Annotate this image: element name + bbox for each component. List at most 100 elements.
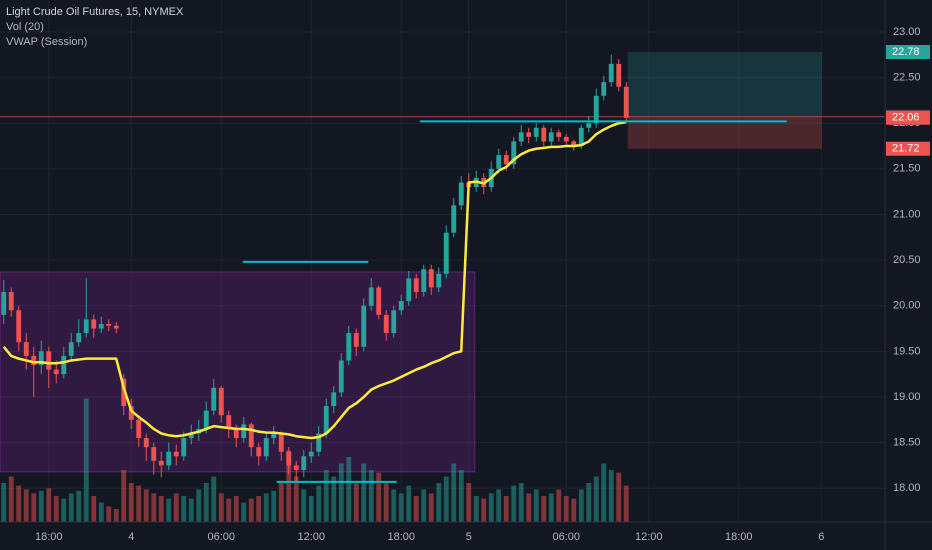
volume-bar [286, 450, 292, 522]
volume-bar [616, 472, 622, 522]
candle-body [353, 333, 359, 347]
candle-body [38, 351, 44, 366]
candle-body [263, 438, 269, 457]
candle-body [556, 132, 562, 137]
volume-bar [166, 498, 172, 522]
volume-bar [68, 493, 74, 522]
volume-bar [541, 496, 547, 522]
candle-body [601, 82, 607, 96]
volume-bar [443, 476, 449, 522]
volume-bar [406, 485, 412, 522]
volume-bar [586, 483, 592, 522]
indicator-label: VWAP (Session) [6, 36, 87, 48]
volume-bar [398, 493, 404, 522]
y-tick-label: 19.00 [893, 391, 921, 403]
price-label-bg [886, 141, 930, 156]
volume-bar [173, 493, 179, 522]
y-tick-label: 20.50 [893, 254, 921, 266]
candle-body [548, 132, 554, 142]
candle-body [503, 155, 509, 165]
candle-body [511, 141, 517, 165]
volume-bar [293, 476, 299, 522]
candle-body [91, 319, 97, 329]
y-tick-label: 22.50 [893, 71, 921, 83]
x-tick-label: 5 [466, 531, 472, 543]
volume-bar [76, 490, 82, 522]
candle-body [346, 333, 352, 361]
candle-body [293, 465, 299, 470]
candle-body [533, 127, 539, 137]
candle-body [203, 410, 209, 429]
candle-body [518, 132, 524, 142]
volume-bar [353, 483, 359, 522]
volume-bar [241, 502, 247, 522]
volume-bar [256, 496, 262, 522]
volume-bar [331, 476, 337, 522]
volume-bar [466, 483, 472, 522]
candle-body [398, 301, 404, 311]
y-tick-label: 18.50 [893, 437, 921, 449]
indicator-label: Vol (20) [6, 21, 44, 33]
candle-body [158, 460, 164, 466]
volume-bar [248, 498, 254, 522]
price-label: 22.78 [892, 46, 920, 58]
candle-body [211, 387, 217, 411]
volume-bar [38, 490, 44, 522]
x-tick-label: 12:00 [635, 531, 663, 543]
range-box [0, 271, 476, 473]
candle-body [413, 278, 419, 293]
candle-body [586, 123, 592, 128]
candle-body [181, 438, 187, 457]
target-zone [627, 52, 822, 117]
volume-bar [316, 485, 322, 522]
volume-bar [511, 485, 517, 522]
volume-bar [278, 483, 284, 522]
volume-bar [53, 496, 59, 522]
volume-bar [451, 463, 457, 522]
volume-bar [601, 463, 607, 522]
volume-bar [226, 498, 232, 522]
volume-bar [563, 496, 569, 522]
candle-body [571, 141, 577, 147]
volume-bar [503, 496, 509, 522]
x-tick-label: 6 [818, 531, 824, 543]
volume-bar [488, 493, 494, 522]
volume-bar [518, 483, 524, 522]
volume-bar [436, 483, 442, 522]
volume-bar [323, 470, 329, 522]
candle-body [496, 155, 502, 169]
y-tick-label: 18.00 [893, 482, 921, 494]
price-label-bg [886, 45, 930, 60]
volume-bar [218, 493, 224, 522]
volume-bar [481, 498, 487, 522]
candle-body [278, 433, 284, 452]
candle-body [61, 355, 67, 375]
candle-body [68, 342, 74, 356]
volume-bar [496, 489, 502, 522]
candle-body [308, 451, 314, 457]
volume-bar [571, 498, 577, 522]
x-tick-label: 4 [128, 531, 134, 543]
candle-body [271, 433, 277, 439]
vwap-line [2, 121, 627, 440]
candle-body [151, 447, 157, 461]
volume-bar [203, 483, 209, 522]
volume-bar [361, 463, 367, 522]
x-tick-label: 18:00 [387, 531, 415, 543]
candle-body [8, 292, 14, 311]
candle-body [541, 127, 547, 142]
volume-bar [346, 457, 352, 522]
volume-bar [421, 489, 427, 522]
volume-bar [458, 470, 464, 522]
candle-body [136, 419, 142, 439]
candle-body [368, 287, 374, 306]
x-tick-label: 06:00 [552, 531, 580, 543]
candle-body [106, 323, 112, 326]
volume-bar [128, 483, 134, 522]
volume-bar [151, 493, 157, 522]
volume-bar [578, 489, 584, 522]
candle-body [451, 205, 457, 233]
volume-bar [91, 496, 97, 522]
candle-body [616, 63, 622, 87]
candle-body [256, 447, 262, 457]
